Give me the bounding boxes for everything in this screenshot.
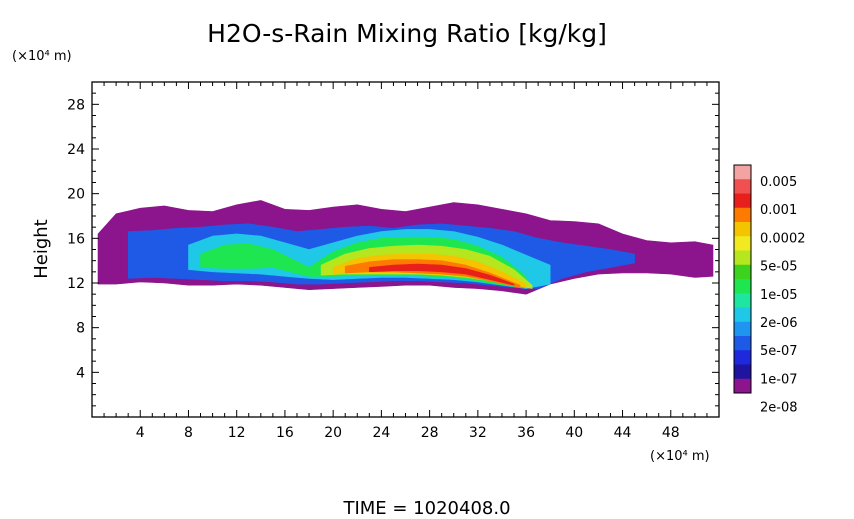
x-tick-label-24: 24: [372, 425, 390, 441]
colorbar-swatch-12: [734, 336, 751, 351]
x-tick-label-4: 4: [136, 425, 145, 441]
field-layer-7: [368, 263, 515, 286]
colorbar-swatch-14: [734, 364, 751, 380]
axis-ticks: [92, 82, 719, 417]
colorbar-label-8: 2e-08: [760, 401, 798, 416]
x-tick-label-12: 12: [228, 425, 246, 441]
colorbar-swatch-11: [734, 321, 751, 337]
x-tick-label-48: 48: [662, 425, 680, 441]
colorbar-swatch-1: [734, 179, 751, 194]
colorbar-label-3: 5e-05: [760, 260, 798, 275]
colorbar-label-7: 1e-07: [760, 372, 798, 387]
y-axis-label: Height: [31, 219, 52, 279]
x-tick-label-40: 40: [565, 425, 583, 441]
colorbar-swatch-3: [734, 207, 751, 223]
x-tick-label-32: 32: [469, 425, 487, 441]
colorbar-label-2: 0.0002: [760, 231, 806, 246]
colorbar-label-1: 0.001: [760, 203, 797, 218]
x-tick-label-44: 44: [614, 425, 632, 441]
y-tick-label-28: 28: [67, 97, 85, 113]
y-tick-label-4: 4: [76, 365, 85, 381]
x-tick-label-20: 20: [324, 425, 342, 441]
colorbar-swatch-6: [734, 250, 751, 266]
colorbar-labels: 0.005 0.001 0.0002 5e-05 1e-05 2e-06 5e-07 1e-0…: [760, 175, 806, 416]
chart-title: H2O-s-Rain Mixing Ratio [kg/kg]: [207, 19, 607, 48]
colorbar-swatch-9: [734, 293, 751, 308]
colorbar-swatch-2: [734, 193, 751, 209]
y-tick-label-16: 16: [67, 231, 85, 247]
colorbar: [733, 164, 752, 394]
time-footer: TIME = 1020408.0: [342, 498, 510, 519]
colorbar-label-5: 2e-06: [760, 316, 798, 331]
x-axis-unit: (×10⁴ m): [650, 449, 710, 464]
y-tick-label-12: 12: [67, 276, 85, 292]
colorbar-frame: [733, 164, 752, 394]
y-tick-labels: 4 8 12 16 20 24 28: [67, 97, 85, 381]
colorbar-label-0: 0.005: [760, 175, 797, 190]
y-tick-label-20: 20: [67, 187, 85, 203]
colorbar-swatch-8: [734, 279, 751, 294]
colorbar-label-4: 1e-05: [760, 288, 798, 303]
x-tick-label-36: 36: [517, 425, 535, 441]
colorbar-swatch-5: [734, 236, 751, 251]
colorbar-swatch-7: [734, 264, 751, 280]
x-tick-label-16: 16: [276, 425, 294, 441]
colorbar-swatch-10: [734, 307, 751, 323]
colorbar-swatch-0: [734, 165, 751, 180]
x-tick-label-8: 8: [184, 425, 193, 441]
x-tick-label-28: 28: [421, 425, 439, 441]
colorbar-swatch-15: [734, 378, 751, 394]
colorbar-swatch-4: [734, 222, 751, 237]
y-axis-unit: (×10⁴ m): [12, 49, 72, 64]
y-tick-label-24: 24: [67, 142, 85, 158]
x-tick-labels: 4 8 12 16 20 24 28 32 36 40 44 48: [136, 425, 680, 441]
colorbar-label-6: 5e-07: [760, 344, 798, 359]
colorbar-swatch-13: [734, 350, 751, 365]
rain-field: [97, 200, 714, 295]
y-tick-label-8: 8: [76, 321, 85, 337]
